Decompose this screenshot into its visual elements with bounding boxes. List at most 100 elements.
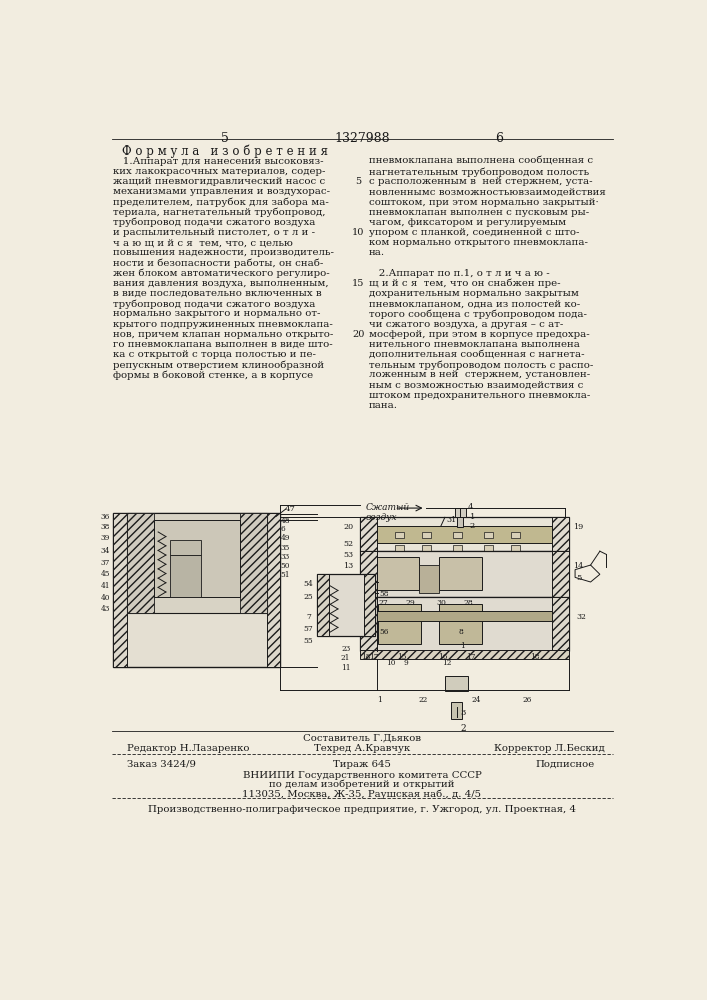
Text: 54: 54 — [303, 580, 313, 588]
Text: жен блоком автоматического регулиро-: жен блоком автоматического регулиро- — [113, 269, 330, 278]
Bar — [484, 532, 493, 538]
Text: 55: 55 — [303, 637, 313, 645]
Text: 50: 50 — [281, 562, 290, 570]
Text: 21: 21 — [341, 654, 351, 662]
Text: Техред А.Кравчук: Техред А.Кравчук — [314, 744, 410, 753]
Text: Производственно-полиграфическое предприятие, г. Ужгород, ул. Проектная, 4: Производственно-полиграфическое предприя… — [148, 805, 576, 814]
Bar — [113, 513, 280, 667]
Text: 49: 49 — [281, 534, 290, 542]
Text: нительного пневмоклапана выполнена: нительного пневмоклапана выполнена — [369, 340, 580, 349]
Bar — [360, 551, 569, 597]
Bar — [440, 604, 482, 644]
Text: нагнетательным трубопроводом полость: нагнетательным трубопроводом полость — [369, 167, 589, 177]
Text: 24: 24 — [471, 696, 481, 704]
Bar — [378, 604, 421, 644]
Bar — [455, 508, 466, 517]
Text: 35: 35 — [281, 544, 290, 552]
Bar — [445, 676, 468, 691]
Text: 18: 18 — [361, 653, 370, 661]
Bar — [421, 545, 431, 551]
Text: Тираж 645: Тираж 645 — [333, 760, 391, 769]
Text: Корректор Л.Бескид: Корректор Л.Бескид — [494, 744, 605, 753]
Bar — [360, 597, 377, 651]
Text: ч а ю щ и й с я  тем, что, с целью: ч а ю щ и й с я тем, что, с целью — [113, 238, 293, 247]
Bar — [360, 517, 569, 551]
Text: 53: 53 — [344, 551, 354, 559]
Text: 47: 47 — [284, 505, 296, 513]
Text: дохранительным нормально закрытым: дохранительным нормально закрытым — [369, 289, 579, 298]
Bar — [552, 597, 569, 651]
Text: 4: 4 — [468, 503, 474, 511]
Text: 36: 36 — [100, 513, 110, 521]
Bar — [510, 545, 520, 551]
Bar — [170, 540, 201, 555]
Text: 12: 12 — [442, 659, 451, 667]
Text: 7: 7 — [306, 613, 311, 621]
Text: крытого подпружиненных пневмоклапа-: крытого подпружиненных пневмоклапа- — [113, 320, 333, 329]
Bar — [457, 517, 464, 527]
Bar — [395, 545, 404, 551]
Bar — [360, 517, 377, 551]
Bar — [419, 565, 440, 593]
Bar — [377, 557, 419, 590]
Text: повышения надежности, производитель-: повышения надежности, производитель- — [113, 248, 334, 257]
Text: вания давления воздуха, выполненным,: вания давления воздуха, выполненным, — [113, 279, 329, 288]
Text: 51: 51 — [281, 571, 290, 579]
Bar — [377, 526, 552, 543]
Bar — [452, 545, 462, 551]
Text: репускным отверстием клинообразной: репускным отверстием клинообразной — [113, 360, 325, 370]
Text: 27: 27 — [378, 599, 387, 607]
Bar — [154, 520, 240, 597]
Bar — [317, 574, 329, 636]
Text: 15: 15 — [397, 653, 407, 661]
Text: 23: 23 — [341, 645, 350, 653]
Bar — [451, 702, 462, 719]
Text: новленнымс возможностьювзаимодействия: новленнымс возможностьювзаимодействия — [369, 187, 606, 196]
Text: ком нормально открытого пневмоклапа-: ком нормально открытого пневмоклапа- — [369, 238, 588, 247]
Text: тельным трубопроводом полость с распо-: тельным трубопроводом полость с распо- — [369, 360, 593, 370]
Text: 1327988: 1327988 — [334, 132, 390, 145]
Text: трубопровод подачи сжатого воздуха: трубопровод подачи сжатого воздуха — [113, 299, 315, 309]
Text: жащий пневмогидравлический насос с: жащий пневмогидравлический насос с — [113, 177, 325, 186]
Text: 2.Аппарат по п.1, о т л и ч а ю -: 2.Аппарат по п.1, о т л и ч а ю - — [369, 269, 549, 278]
Text: 6: 6 — [495, 132, 503, 145]
Text: 34: 34 — [100, 547, 110, 555]
Text: 9: 9 — [404, 659, 409, 667]
Text: 25: 25 — [303, 593, 313, 601]
Bar — [170, 555, 201, 597]
Text: соштоком, при этом нормально закрытый·: соштоком, при этом нормально закрытый· — [369, 198, 599, 207]
Text: чагом, фиксатором и регулируемым: чагом, фиксатором и регулируемым — [369, 218, 566, 227]
Text: 37: 37 — [100, 559, 110, 567]
Bar — [360, 551, 377, 597]
Text: Составитель Г.Дьяков: Составитель Г.Дьяков — [303, 734, 421, 743]
Text: пневмоклапаном, одна из полостей ко-: пневмоклапаном, одна из полостей ко- — [369, 299, 580, 308]
Bar — [360, 650, 569, 659]
Text: 1.Аппарат для нанесения высоковяз-: 1.Аппарат для нанесения высоковяз- — [113, 157, 324, 166]
Text: 5: 5 — [577, 574, 582, 582]
Text: 30: 30 — [436, 599, 446, 607]
Text: 5: 5 — [221, 132, 228, 145]
Text: штоком предохранительного пневмокла-: штоком предохранительного пневмокла- — [369, 391, 590, 400]
Bar — [317, 574, 375, 636]
Text: 10: 10 — [352, 228, 364, 237]
Text: пневмоклапан выполнен с пусковым ры-: пневмоклапан выполнен с пусковым ры- — [369, 208, 589, 217]
Text: 20: 20 — [352, 330, 364, 339]
Text: ких лакокрасочных материалов, содер-: ких лакокрасочных материалов, содер- — [113, 167, 326, 176]
Bar — [421, 532, 431, 538]
Text: ности и безопасности работы, он снаб-: ности и безопасности работы, он снаб- — [113, 259, 324, 268]
Text: 5: 5 — [355, 177, 361, 186]
Text: 14: 14 — [573, 562, 584, 570]
Text: пневмоклапана выполнена сообщенная с: пневмоклапана выполнена сообщенная с — [369, 157, 593, 166]
Text: го пневмоклапана выполнен в виде што-: го пневмоклапана выполнен в виде што- — [113, 340, 333, 349]
Text: Редактор Н.Лазаренко: Редактор Н.Лазаренко — [127, 744, 250, 753]
Text: пределителем, патрубок для забора ма-: пределителем, патрубок для забора ма- — [113, 198, 329, 207]
Text: 31: 31 — [446, 516, 457, 524]
Text: 13: 13 — [343, 562, 354, 570]
Bar — [240, 513, 267, 613]
Text: 1: 1 — [469, 513, 475, 521]
Text: 18: 18 — [530, 653, 539, 661]
Text: 15: 15 — [352, 279, 364, 288]
Text: 2: 2 — [469, 522, 475, 530]
Text: Заказ 3424/9: Заказ 3424/9 — [127, 760, 196, 769]
Text: 40: 40 — [100, 594, 110, 602]
